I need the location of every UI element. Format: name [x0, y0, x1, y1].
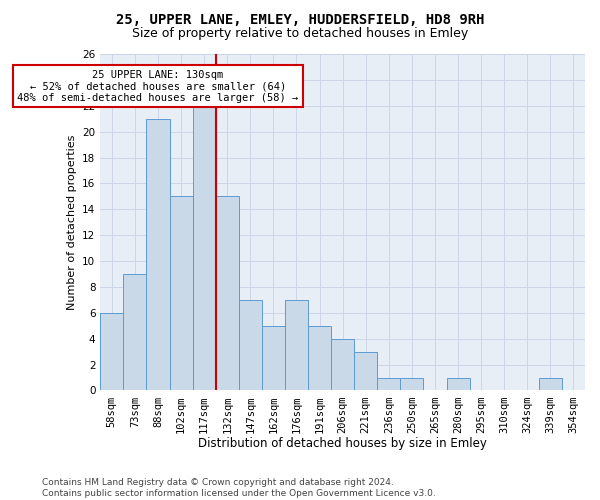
Text: Contains HM Land Registry data © Crown copyright and database right 2024.
Contai: Contains HM Land Registry data © Crown c…	[42, 478, 436, 498]
Bar	[239, 300, 262, 390]
Y-axis label: Number of detached properties: Number of detached properties	[67, 134, 77, 310]
Bar	[354, 352, 377, 391]
Text: 25 UPPER LANE: 130sqm
← 52% of detached houses are smaller (64)
48% of semi-deta: 25 UPPER LANE: 130sqm ← 52% of detached …	[17, 70, 299, 102]
Bar	[308, 326, 331, 390]
Bar	[377, 378, 400, 390]
Bar	[331, 338, 354, 390]
Bar	[146, 118, 170, 390]
Text: 25, UPPER LANE, EMLEY, HUDDERSFIELD, HD8 9RH: 25, UPPER LANE, EMLEY, HUDDERSFIELD, HD8…	[116, 12, 484, 26]
X-axis label: Distribution of detached houses by size in Emley: Distribution of detached houses by size …	[198, 437, 487, 450]
Bar	[170, 196, 193, 390]
Bar	[100, 313, 124, 390]
Bar	[446, 378, 470, 390]
Bar	[124, 274, 146, 390]
Bar	[400, 378, 424, 390]
Text: Size of property relative to detached houses in Emley: Size of property relative to detached ho…	[132, 28, 468, 40]
Bar	[193, 106, 215, 391]
Bar	[539, 378, 562, 390]
Bar	[285, 300, 308, 390]
Bar	[262, 326, 285, 390]
Bar	[215, 196, 239, 390]
